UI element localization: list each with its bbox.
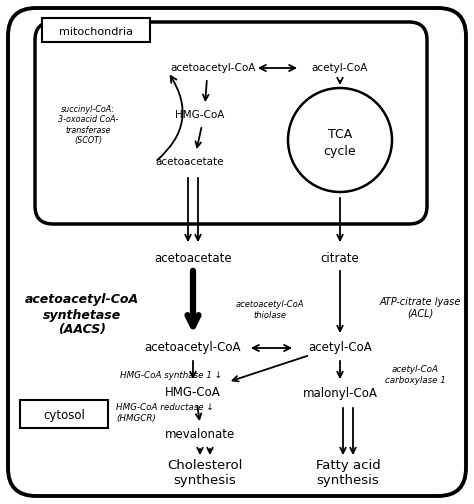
- Text: HMG-CoA reductase ↓
(HMGCR): HMG-CoA reductase ↓ (HMGCR): [116, 403, 214, 423]
- Text: citrate: citrate: [320, 251, 359, 265]
- Text: Cholesterol
synthesis: Cholesterol synthesis: [167, 459, 243, 487]
- Text: HMG-CoA: HMG-CoA: [165, 387, 221, 400]
- Text: cycle: cycle: [324, 146, 356, 158]
- Text: acetoacetyl-CoA
thiolase: acetoacetyl-CoA thiolase: [236, 300, 304, 320]
- Text: acetoacetyl-CoA: acetoacetyl-CoA: [170, 63, 255, 73]
- FancyBboxPatch shape: [35, 22, 427, 224]
- Text: mevalonate: mevalonate: [165, 428, 235, 442]
- Text: acetyl-CoA: acetyl-CoA: [308, 342, 372, 354]
- Text: HMG-CoA synthase 1 ↓: HMG-CoA synthase 1 ↓: [120, 370, 222, 380]
- FancyArrowPatch shape: [337, 78, 343, 83]
- FancyArrowPatch shape: [157, 76, 182, 160]
- Text: HMG-CoA: HMG-CoA: [175, 110, 225, 120]
- FancyBboxPatch shape: [8, 8, 466, 496]
- Text: malonyl-CoA: malonyl-CoA: [302, 387, 377, 400]
- Text: acetoacetate: acetoacetate: [156, 157, 224, 167]
- Bar: [42, 18, 150, 42]
- Text: mitochondria: mitochondria: [59, 27, 133, 37]
- Text: cytosol: cytosol: [43, 409, 85, 421]
- Text: succinyl-CoA:
3-oxoacid CoA-
transferase
(SCOT): succinyl-CoA: 3-oxoacid CoA- transferase…: [58, 105, 118, 145]
- Text: acetyl-CoA
carboxylase 1: acetyl-CoA carboxylase 1: [384, 365, 446, 385]
- Text: ATP-citrate lyase
(ACL): ATP-citrate lyase (ACL): [379, 297, 461, 319]
- Text: acetoacetyl-CoA
synthetase
(AACS): acetoacetyl-CoA synthetase (AACS): [25, 293, 139, 337]
- Text: acetoacetyl-CoA: acetoacetyl-CoA: [145, 342, 241, 354]
- Text: TCA: TCA: [328, 129, 352, 142]
- Bar: [20, 400, 108, 428]
- Text: Fatty acid
synthesis: Fatty acid synthesis: [316, 459, 380, 487]
- Text: acetoacetate: acetoacetate: [154, 251, 232, 265]
- Text: acetyl-CoA: acetyl-CoA: [312, 63, 368, 73]
